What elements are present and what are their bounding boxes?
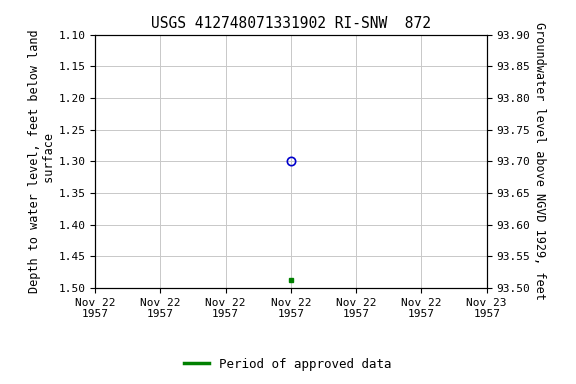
Legend: Period of approved data: Period of approved data [179,353,397,376]
Y-axis label: Depth to water level, feet below land
 surface: Depth to water level, feet below land su… [28,30,55,293]
Title: USGS 412748071331902 RI-SNW  872: USGS 412748071331902 RI-SNW 872 [151,16,431,31]
Y-axis label: Groundwater level above NGVD 1929, feet: Groundwater level above NGVD 1929, feet [533,22,546,300]
